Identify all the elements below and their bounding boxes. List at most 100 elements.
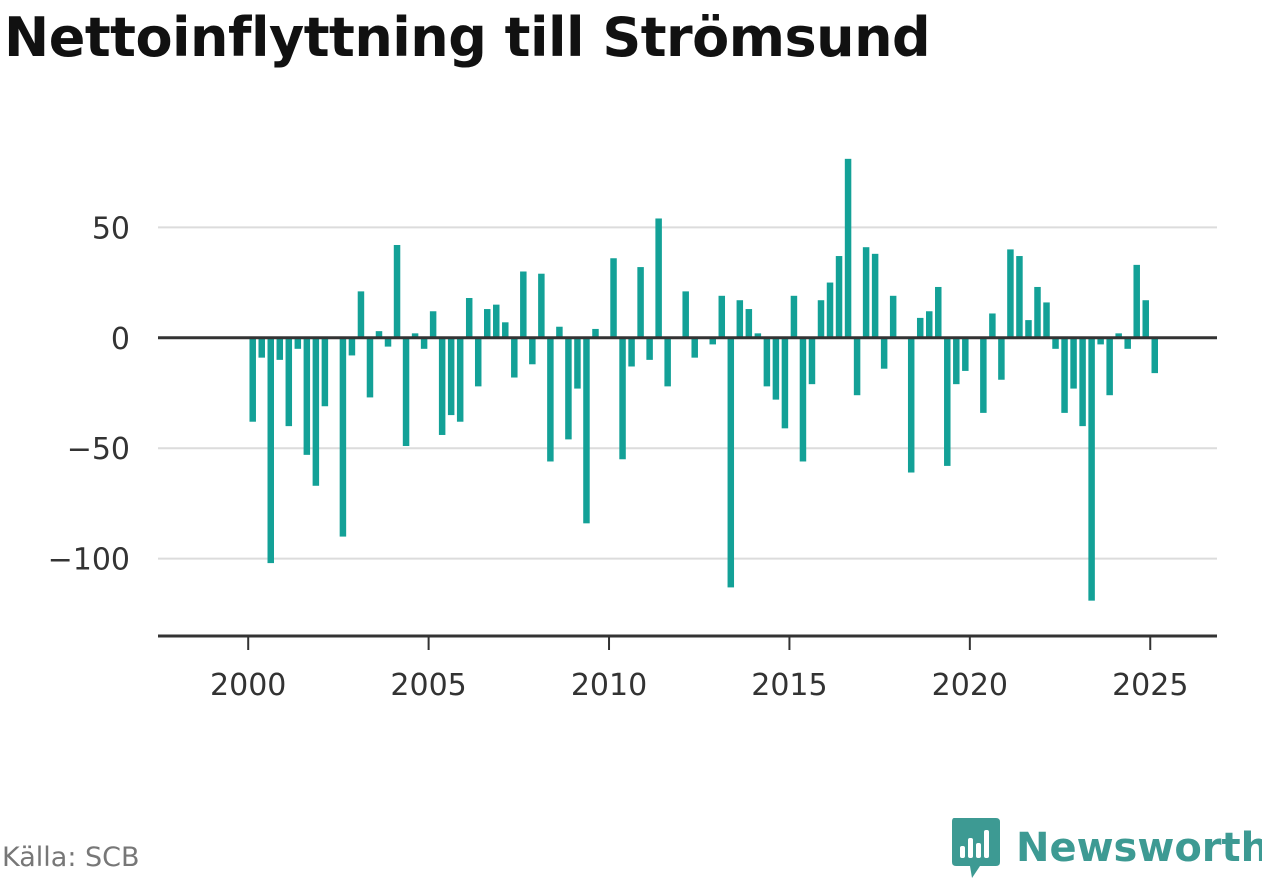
bar	[610, 258, 617, 338]
bar	[375, 331, 383, 338]
bar	[763, 337, 771, 387]
bar	[808, 337, 816, 385]
bar	[366, 337, 374, 398]
x-tick-label: 2005	[390, 668, 466, 703]
bar	[1133, 264, 1140, 338]
bar	[493, 304, 500, 338]
bar	[772, 337, 780, 400]
bar	[727, 337, 735, 588]
bar	[1007, 249, 1014, 338]
bar	[303, 337, 311, 455]
bar-chart-speech-bubble-icon	[952, 818, 1000, 878]
bar	[1115, 333, 1122, 338]
bar	[456, 337, 464, 422]
bar	[637, 267, 644, 338]
y-tick-label: −50	[67, 432, 130, 467]
bar	[529, 337, 536, 365]
y-tick-label: −100	[48, 543, 130, 578]
bar	[1052, 337, 1059, 349]
bar	[926, 311, 933, 338]
bar	[1043, 302, 1050, 338]
x-tick-label: 2010	[571, 668, 647, 703]
bar	[862, 247, 870, 338]
bar	[871, 253, 879, 338]
bar	[321, 337, 329, 407]
bar	[935, 286, 942, 338]
bar	[646, 337, 653, 360]
bar	[781, 337, 789, 429]
bar	[556, 326, 563, 338]
bar	[339, 337, 347, 537]
bar	[962, 337, 969, 371]
bar	[538, 273, 545, 338]
bar	[1151, 337, 1158, 374]
bars	[249, 158, 1158, 601]
bar	[502, 322, 509, 338]
bar	[429, 311, 437, 338]
bar	[574, 337, 581, 389]
bar	[447, 337, 455, 416]
bar	[583, 337, 590, 524]
bar	[889, 295, 897, 338]
bar	[953, 337, 960, 385]
bar	[916, 317, 924, 338]
bar	[438, 337, 446, 435]
bar	[799, 337, 807, 462]
bar	[718, 295, 726, 338]
bar	[393, 244, 401, 338]
bar	[348, 337, 356, 356]
bar	[844, 158, 852, 338]
bar	[249, 337, 256, 422]
brand-name: Newsworthy	[1016, 825, 1262, 871]
bar	[817, 300, 825, 338]
bar	[709, 337, 716, 345]
bar	[276, 337, 284, 360]
bar	[1061, 337, 1068, 413]
bar	[880, 337, 888, 369]
bar	[1070, 337, 1077, 389]
bar	[682, 291, 689, 338]
chart-title: Nettoinflyttning till Strömsund	[4, 6, 931, 69]
bar	[619, 337, 626, 460]
x-tick-label: 2025	[1112, 668, 1188, 703]
axes	[158, 336, 1217, 650]
bar	[258, 337, 265, 358]
bar	[520, 271, 527, 338]
x-tick-label: 2000	[210, 668, 286, 703]
bar	[592, 328, 599, 338]
bar	[1088, 337, 1095, 601]
bar	[745, 309, 753, 338]
bar	[691, 337, 698, 358]
bar	[312, 337, 320, 486]
source-note: Källa: SCB	[2, 842, 140, 873]
y-tick-label: 0	[111, 322, 130, 357]
bar	[853, 337, 861, 396]
grid-lines	[158, 226, 1217, 560]
bar	[402, 337, 410, 447]
bar	[907, 337, 915, 473]
bar	[411, 333, 419, 338]
bar	[1124, 337, 1131, 349]
brand-logo: Newsworthy	[950, 816, 1262, 880]
bar	[1106, 337, 1113, 396]
bar	[484, 309, 491, 338]
bar	[1142, 300, 1149, 338]
bar	[628, 337, 635, 367]
bar	[989, 313, 996, 338]
bar	[384, 337, 392, 347]
bar	[565, 337, 572, 440]
bar	[267, 337, 274, 564]
bar	[1079, 337, 1086, 427]
x-tick-label: 2015	[751, 668, 827, 703]
tick-labels: 50 0 −50 −100 2000 2005 2010 2015 2020 2025	[48, 211, 1189, 703]
bar	[474, 337, 482, 387]
bar	[465, 298, 473, 338]
bar	[944, 337, 951, 466]
bar	[790, 295, 798, 338]
bar	[1034, 286, 1041, 338]
bar	[826, 282, 834, 338]
x-tick-label: 2020	[932, 668, 1008, 703]
bar	[294, 337, 302, 349]
bar	[1097, 337, 1104, 345]
